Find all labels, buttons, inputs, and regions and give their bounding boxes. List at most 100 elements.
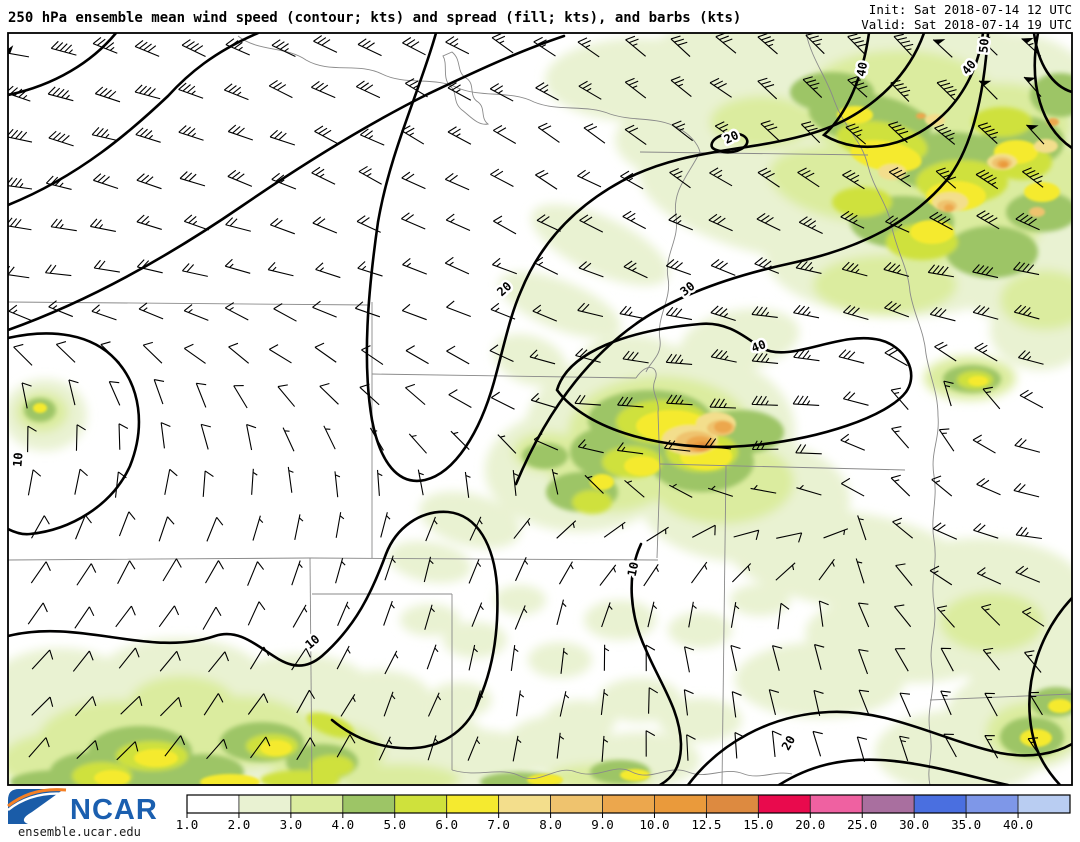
- spread-blob: [306, 712, 354, 738]
- wind-barb: [55, 341, 76, 363]
- colorbar-tick-label: 6.0: [435, 817, 458, 832]
- wind-barb: [619, 305, 646, 320]
- wind-barb: [312, 300, 337, 318]
- wind-barb: [1014, 438, 1041, 453]
- wind-barb: [622, 210, 646, 230]
- wind-barb: [223, 83, 249, 101]
- spread-blob: [910, 220, 954, 244]
- wind-barb: [683, 646, 695, 673]
- wind-barb: [282, 427, 295, 452]
- state-border: [635, 367, 661, 559]
- wind-barb: [134, 39, 160, 57]
- contour-label: 30: [678, 279, 698, 299]
- wind-barb: [203, 693, 224, 716]
- wind-speed-contour: [8, 34, 566, 332]
- wind-barb: [813, 644, 825, 670]
- wind-barb: [976, 210, 1000, 230]
- wind-barb: [756, 212, 781, 231]
- spread-blob: [1000, 270, 1072, 330]
- state-border: [929, 693, 1072, 701]
- wind-barb: [76, 563, 97, 586]
- wind-barb: [271, 172, 297, 190]
- wind-barb: [885, 215, 910, 233]
- wind-barb: [771, 645, 783, 671]
- wind-barb: [182, 263, 208, 277]
- wind-barb: [380, 512, 391, 538]
- wind-barb: [710, 305, 736, 322]
- colorbar-tick-label: 12.5: [691, 817, 721, 832]
- wind-barb: [268, 79, 293, 99]
- wind-barb: [616, 442, 644, 455]
- spread-blob: [730, 584, 790, 616]
- wind-barb: [178, 125, 204, 141]
- spread-blob: [428, 682, 492, 718]
- wind-barb: [977, 122, 999, 144]
- wind-barb: [45, 264, 72, 277]
- wind-barb: [200, 423, 211, 450]
- wind-barb: [893, 604, 912, 628]
- wind-speed-contour: [1032, 33, 1072, 94]
- state-border: [8, 557, 659, 561]
- wind-barb: [246, 423, 257, 451]
- wind-barb: [932, 39, 953, 58]
- site-url: ensemble.ucar.edu: [18, 825, 141, 839]
- wind-speed-contour: [8, 33, 118, 97]
- wind-barb: [1022, 167, 1044, 188]
- wind-barb: [943, 380, 954, 407]
- wind-barb: [315, 262, 341, 279]
- wind-barb: [31, 515, 50, 539]
- wind-barb: [378, 736, 393, 761]
- colorbar-tick-label: 35.0: [951, 817, 981, 832]
- spread-blob: [33, 403, 47, 413]
- wind-barb: [934, 341, 957, 362]
- spread-blob: [972, 107, 1032, 137]
- wind-barb: [771, 730, 782, 757]
- wind-barb: [357, 261, 383, 277]
- spread-blob: [260, 770, 340, 785]
- wind-barb: [600, 689, 609, 716]
- wind-barb: [247, 601, 266, 626]
- wind-barb: [74, 468, 88, 495]
- wind-barb: [8, 304, 34, 322]
- wind-barb: [444, 256, 470, 275]
- wind-barb: [515, 556, 529, 582]
- wind-barb: [666, 394, 693, 406]
- wind-speed-contour: [777, 758, 1010, 785]
- wind-barb: [858, 689, 870, 715]
- spread-blob: [1034, 139, 1058, 153]
- wind-barb: [841, 477, 865, 497]
- wind-barb: [160, 422, 171, 449]
- wind-barb: [91, 127, 118, 142]
- wind-barb: [334, 471, 341, 498]
- ncar-swoosh-white-arc: [7, 792, 67, 811]
- wind-barb: [558, 561, 574, 585]
- wind-barb: [8, 52, 30, 58]
- wind-barb: [670, 76, 692, 97]
- wind-barb: [1019, 389, 1044, 409]
- wind-barb: [556, 520, 577, 539]
- wind-barb: [603, 644, 610, 671]
- wind-barb: [30, 561, 51, 584]
- wind-barb: [447, 126, 472, 145]
- spread-blob: [584, 600, 656, 640]
- colorbar-tick-label: 5.0: [383, 817, 406, 832]
- wind-barb: [233, 385, 248, 409]
- wind-barb: [792, 395, 820, 407]
- colorbar-cell: [809, 794, 863, 814]
- contour-label: 50: [976, 38, 991, 54]
- wind-barb: [757, 33, 778, 55]
- wind-barb: [8, 177, 33, 190]
- wind-barb: [28, 737, 50, 758]
- wind-barb: [159, 650, 181, 672]
- wind-barb: [936, 605, 955, 628]
- colorbar-cell: [965, 794, 1019, 814]
- wind-barb: [857, 602, 870, 628]
- wind-barb: [775, 562, 796, 581]
- wind-barb: [981, 603, 1001, 626]
- wind-barb: [551, 469, 559, 495]
- wind-barb: [1013, 261, 1040, 276]
- wind-barb: [445, 213, 471, 231]
- wind-barb: [793, 348, 820, 362]
- wind-barb: [134, 84, 161, 100]
